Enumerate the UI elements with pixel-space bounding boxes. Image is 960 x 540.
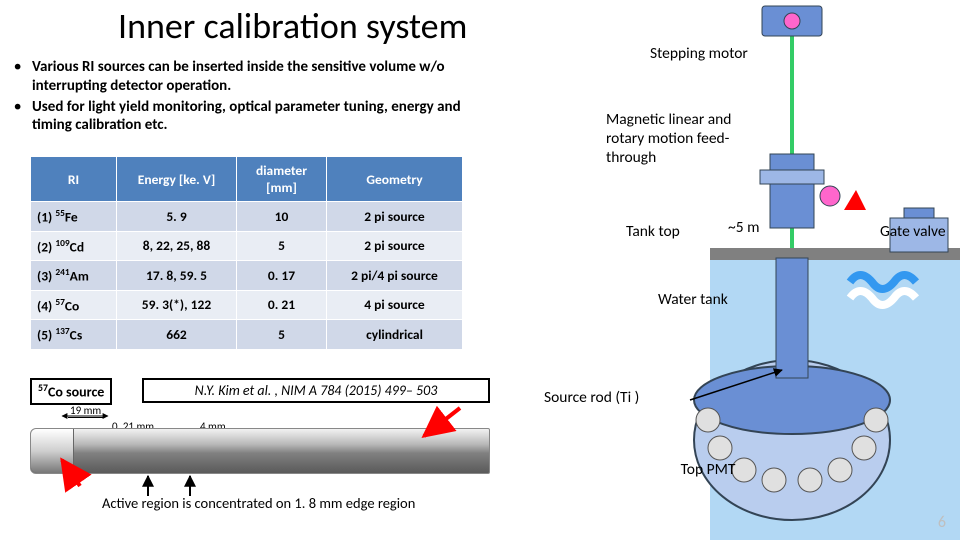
label-water-tank: Water tank [658,290,728,309]
label-distance: ~5 m [728,218,759,237]
rod-caption: Active region is concentrated on 1. 8 mm… [102,494,415,512]
label-top-pmt: Top PMT [678,460,738,479]
label-gate-valve: Gate valve [880,222,946,241]
label-source-rod: Source rod (Ti ) [544,388,639,407]
page-number: 6 [938,513,946,532]
apparatus-diagram: Stepping motor Magnetic linear and rotar… [560,0,960,540]
rod-annotation-arrows [0,0,520,540]
label-stepping-motor: Stepping motor [650,44,748,63]
label-tank-top: Tank top [626,222,680,241]
label-feedthrough: Magnetic linear and rotary motion feed-t… [606,110,766,167]
